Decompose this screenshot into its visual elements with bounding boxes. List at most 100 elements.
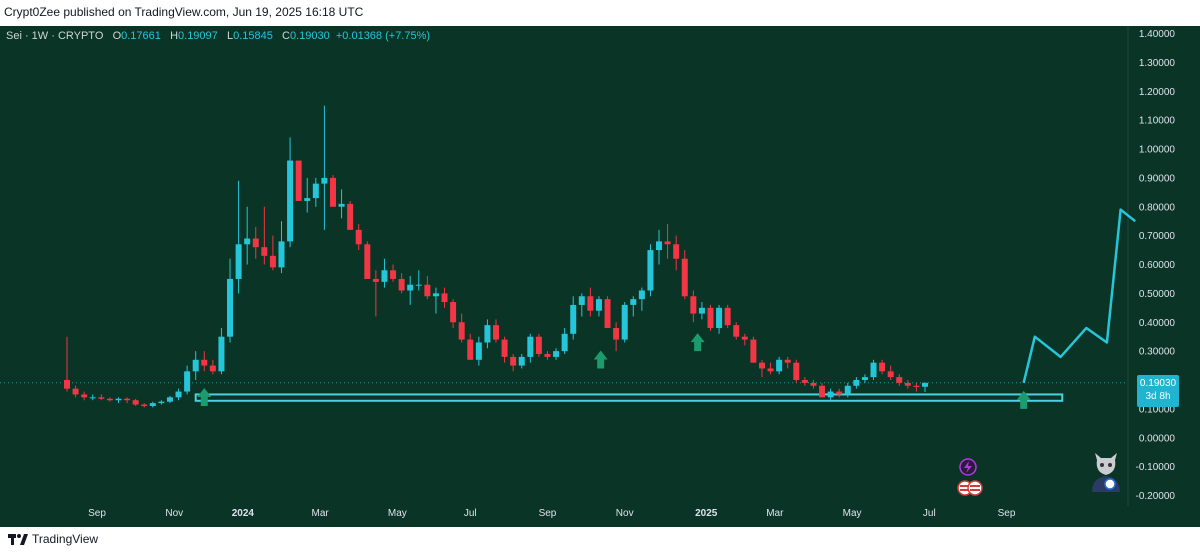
candle-down[interactable] bbox=[664, 241, 671, 245]
candle-down[interactable] bbox=[604, 299, 611, 329]
candle-up[interactable] bbox=[415, 284, 422, 286]
candle-down[interactable] bbox=[673, 244, 680, 259]
support-zone-box[interactable] bbox=[194, 393, 1064, 402]
candle-down[interactable] bbox=[424, 284, 431, 297]
candle-up[interactable] bbox=[89, 397, 96, 399]
candle-down[interactable] bbox=[913, 385, 920, 387]
candle-up[interactable] bbox=[716, 307, 723, 329]
candle-down[interactable] bbox=[587, 296, 594, 311]
candle-up[interactable] bbox=[158, 401, 165, 404]
candle-down[interactable] bbox=[690, 296, 697, 314]
candle-down[interactable] bbox=[261, 247, 268, 256]
candle-down[interactable] bbox=[441, 293, 448, 303]
candle-down[interactable] bbox=[501, 339, 508, 357]
candle-down[interactable] bbox=[836, 391, 843, 395]
candle-down[interactable] bbox=[758, 362, 765, 369]
candle-up[interactable] bbox=[227, 278, 234, 337]
candle-down[interactable] bbox=[106, 398, 113, 401]
candle-down[interactable] bbox=[269, 255, 276, 268]
candle-up[interactable] bbox=[844, 385, 851, 395]
candle-down[interactable] bbox=[98, 397, 105, 399]
candle-down[interactable] bbox=[741, 336, 748, 340]
candle-up[interactable] bbox=[870, 362, 877, 378]
candle-up[interactable] bbox=[407, 284, 414, 291]
chart-panel[interactable]: 1.40000 1.30000 1.20000 1.10000 1.00000 0.900… bbox=[0, 26, 1200, 527]
candle-up[interactable] bbox=[304, 198, 311, 201]
candle-up[interactable] bbox=[698, 307, 705, 314]
candle-down[interactable] bbox=[750, 339, 757, 363]
candle-up[interactable] bbox=[149, 403, 156, 406]
candle-up[interactable] bbox=[561, 333, 568, 352]
candle-up[interactable] bbox=[570, 304, 577, 334]
candle-down[interactable] bbox=[141, 404, 148, 406]
candle-down[interactable] bbox=[544, 354, 551, 357]
candle-down[interactable] bbox=[132, 400, 139, 405]
candle-up[interactable] bbox=[175, 391, 182, 398]
symbol-name[interactable]: Sei · 1W · CRYPTO bbox=[6, 30, 104, 42]
candle-up[interactable] bbox=[595, 299, 602, 311]
candle-down[interactable] bbox=[72, 388, 79, 395]
candle-down[interactable] bbox=[390, 270, 397, 279]
candle-down[interactable] bbox=[613, 328, 620, 340]
candle-up[interactable] bbox=[853, 380, 860, 386]
candle-up[interactable] bbox=[287, 160, 294, 242]
candle-down[interactable] bbox=[364, 244, 371, 279]
candle-down[interactable] bbox=[793, 362, 800, 380]
candle-down[interactable] bbox=[295, 160, 302, 201]
candle-down[interactable] bbox=[784, 359, 791, 363]
candle-down[interactable] bbox=[879, 362, 886, 372]
candle-down[interactable] bbox=[493, 325, 499, 340]
up-arrow-icon[interactable] bbox=[1016, 390, 1031, 409]
candle-up[interactable] bbox=[312, 183, 319, 199]
candle-up[interactable] bbox=[484, 325, 491, 343]
candle-up[interactable] bbox=[321, 177, 328, 184]
candle-down[interactable] bbox=[209, 365, 216, 372]
candle-up[interactable] bbox=[244, 238, 251, 245]
candle-down[interactable] bbox=[810, 382, 817, 386]
tradingview-brand[interactable]: TradingView bbox=[32, 532, 99, 546]
candle-up[interactable] bbox=[922, 382, 928, 387]
candle-down[interactable] bbox=[467, 339, 474, 360]
candle-down[interactable] bbox=[887, 371, 894, 378]
candle-up[interactable] bbox=[166, 397, 173, 402]
candle-up[interactable] bbox=[432, 293, 439, 297]
candle-up[interactable] bbox=[278, 241, 285, 268]
candle-down[interactable] bbox=[201, 359, 208, 366]
up-arrow-icon[interactable] bbox=[593, 350, 608, 369]
author-avatar[interactable] bbox=[1086, 450, 1126, 492]
candle-down[interactable] bbox=[801, 380, 808, 383]
candle-down[interactable] bbox=[372, 278, 379, 282]
candle-down[interactable] bbox=[458, 322, 465, 340]
candle-up[interactable] bbox=[381, 270, 388, 282]
candle-down[interactable] bbox=[64, 380, 70, 389]
candle-down[interactable] bbox=[450, 302, 457, 323]
candle-down[interactable] bbox=[347, 203, 354, 230]
candle-up[interactable] bbox=[638, 290, 645, 300]
event-icons[interactable] bbox=[955, 458, 985, 500]
candle-up[interactable] bbox=[475, 342, 482, 360]
candle-down[interactable] bbox=[681, 258, 688, 297]
candle-down[interactable] bbox=[535, 336, 542, 355]
candle-up[interactable] bbox=[218, 336, 225, 372]
us-flag-icon-2[interactable] bbox=[967, 480, 983, 496]
candle-up[interactable] bbox=[578, 296, 585, 305]
candle-down[interactable] bbox=[329, 177, 336, 207]
up-arrow-icon[interactable] bbox=[690, 333, 705, 352]
up-arrow-icon[interactable] bbox=[197, 387, 212, 406]
candle-up[interactable] bbox=[527, 336, 534, 357]
candle-down[interactable] bbox=[724, 307, 731, 326]
candle-up[interactable] bbox=[115, 398, 122, 401]
candle-up[interactable] bbox=[630, 299, 637, 305]
candle-down[interactable] bbox=[81, 394, 88, 398]
candle-down[interactable] bbox=[252, 238, 259, 248]
candle-up[interactable] bbox=[235, 244, 242, 279]
candle-up[interactable] bbox=[518, 356, 525, 366]
candle-down[interactable] bbox=[510, 356, 517, 366]
candlestick-chart[interactable]: 1.40000 1.30000 1.20000 1.10000 1.00000 0.900… bbox=[0, 26, 1200, 527]
candle-up[interactable] bbox=[647, 250, 654, 291]
candle-up[interactable] bbox=[553, 351, 560, 357]
candle-down[interactable] bbox=[124, 398, 131, 401]
candle-down[interactable] bbox=[819, 385, 826, 398]
candle-down[interactable] bbox=[355, 229, 362, 245]
candle-up[interactable] bbox=[861, 377, 868, 380]
